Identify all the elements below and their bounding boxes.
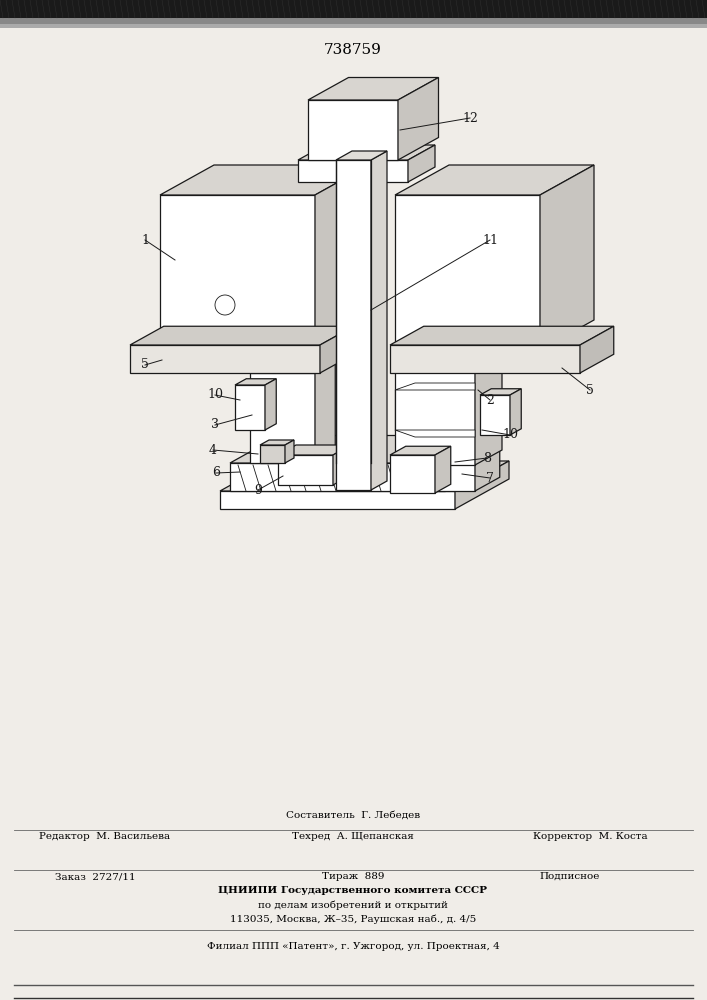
Polygon shape bbox=[308, 100, 398, 160]
Polygon shape bbox=[408, 145, 435, 182]
Polygon shape bbox=[220, 491, 455, 509]
Text: по делам изобретений и открытий: по делам изобретений и открытий bbox=[258, 900, 448, 910]
Polygon shape bbox=[580, 326, 614, 373]
Polygon shape bbox=[250, 373, 315, 463]
Text: 10: 10 bbox=[502, 428, 518, 442]
Polygon shape bbox=[160, 165, 369, 195]
Text: 113035, Москва, Ж–35, Раушская наб., д. 4/5: 113035, Москва, Ж–35, Раушская наб., д. … bbox=[230, 914, 476, 924]
Text: 11: 11 bbox=[482, 233, 498, 246]
Polygon shape bbox=[371, 151, 387, 490]
Polygon shape bbox=[395, 195, 540, 350]
Polygon shape bbox=[395, 350, 475, 465]
Polygon shape bbox=[298, 160, 408, 182]
Bar bbox=[0, 0, 707, 18]
Polygon shape bbox=[336, 151, 387, 160]
Polygon shape bbox=[390, 446, 451, 455]
Polygon shape bbox=[398, 78, 438, 160]
Polygon shape bbox=[445, 436, 494, 491]
Polygon shape bbox=[320, 326, 354, 373]
Polygon shape bbox=[390, 345, 580, 373]
Text: 12: 12 bbox=[462, 111, 478, 124]
Polygon shape bbox=[260, 445, 285, 463]
Polygon shape bbox=[336, 160, 371, 490]
Text: 8: 8 bbox=[483, 452, 491, 464]
Polygon shape bbox=[250, 362, 335, 373]
Polygon shape bbox=[160, 195, 315, 350]
Bar bbox=[0, 24, 707, 28]
Polygon shape bbox=[540, 165, 594, 350]
Polygon shape bbox=[435, 446, 451, 493]
Polygon shape bbox=[455, 461, 509, 509]
Text: Заказ  2727/11: Заказ 2727/11 bbox=[54, 872, 135, 881]
Polygon shape bbox=[400, 463, 475, 491]
Polygon shape bbox=[390, 326, 614, 345]
Polygon shape bbox=[395, 165, 594, 195]
Text: Корректор  М. Коста: Корректор М. Коста bbox=[532, 832, 648, 841]
Text: 6: 6 bbox=[212, 466, 220, 480]
Text: Редактор  М. Васильева: Редактор М. Васильева bbox=[40, 832, 170, 841]
Polygon shape bbox=[480, 395, 510, 435]
Polygon shape bbox=[395, 430, 475, 437]
Bar bbox=[0, 18, 707, 24]
Polygon shape bbox=[298, 145, 435, 160]
Text: 9: 9 bbox=[254, 484, 262, 496]
Text: Тираж  889: Тираж 889 bbox=[322, 872, 384, 881]
Polygon shape bbox=[475, 335, 502, 465]
Polygon shape bbox=[235, 379, 276, 385]
Polygon shape bbox=[285, 440, 294, 463]
Text: 4: 4 bbox=[209, 444, 217, 456]
Text: 5: 5 bbox=[586, 383, 594, 396]
Text: Филиал ППП «Патент», г. Ужгород, ул. Проектная, 4: Филиал ППП «Патент», г. Ужгород, ул. Про… bbox=[206, 942, 499, 951]
Text: Составитель  Г. Лебедев: Составитель Г. Лебедев bbox=[286, 811, 420, 820]
Polygon shape bbox=[308, 78, 438, 100]
Polygon shape bbox=[315, 165, 369, 350]
Text: 7: 7 bbox=[486, 472, 494, 485]
Polygon shape bbox=[510, 389, 521, 435]
Polygon shape bbox=[395, 335, 502, 350]
Polygon shape bbox=[278, 455, 333, 485]
Polygon shape bbox=[480, 389, 521, 395]
Text: Техред  А. Щепанская: Техред А. Щепанская bbox=[292, 832, 414, 841]
Text: 1: 1 bbox=[141, 233, 149, 246]
Text: 10: 10 bbox=[207, 388, 223, 401]
Polygon shape bbox=[400, 449, 500, 463]
Polygon shape bbox=[230, 436, 494, 463]
Polygon shape bbox=[395, 383, 475, 390]
Text: 738759: 738759 bbox=[324, 43, 382, 57]
Polygon shape bbox=[333, 445, 351, 485]
Text: 3: 3 bbox=[211, 418, 219, 432]
Polygon shape bbox=[130, 345, 320, 373]
Text: Подписное: Подписное bbox=[540, 872, 600, 881]
Polygon shape bbox=[315, 362, 335, 463]
Polygon shape bbox=[220, 461, 509, 491]
Text: 2: 2 bbox=[486, 393, 494, 406]
Polygon shape bbox=[390, 455, 435, 493]
Polygon shape bbox=[230, 463, 445, 491]
Polygon shape bbox=[130, 326, 354, 345]
Polygon shape bbox=[235, 385, 265, 430]
Polygon shape bbox=[278, 445, 351, 455]
Polygon shape bbox=[475, 449, 500, 491]
Text: 5: 5 bbox=[141, 359, 149, 371]
Polygon shape bbox=[265, 379, 276, 430]
Polygon shape bbox=[260, 440, 294, 445]
Text: ЦНИИПИ Государственного комитета СССР: ЦНИИПИ Государственного комитета СССР bbox=[218, 886, 488, 895]
